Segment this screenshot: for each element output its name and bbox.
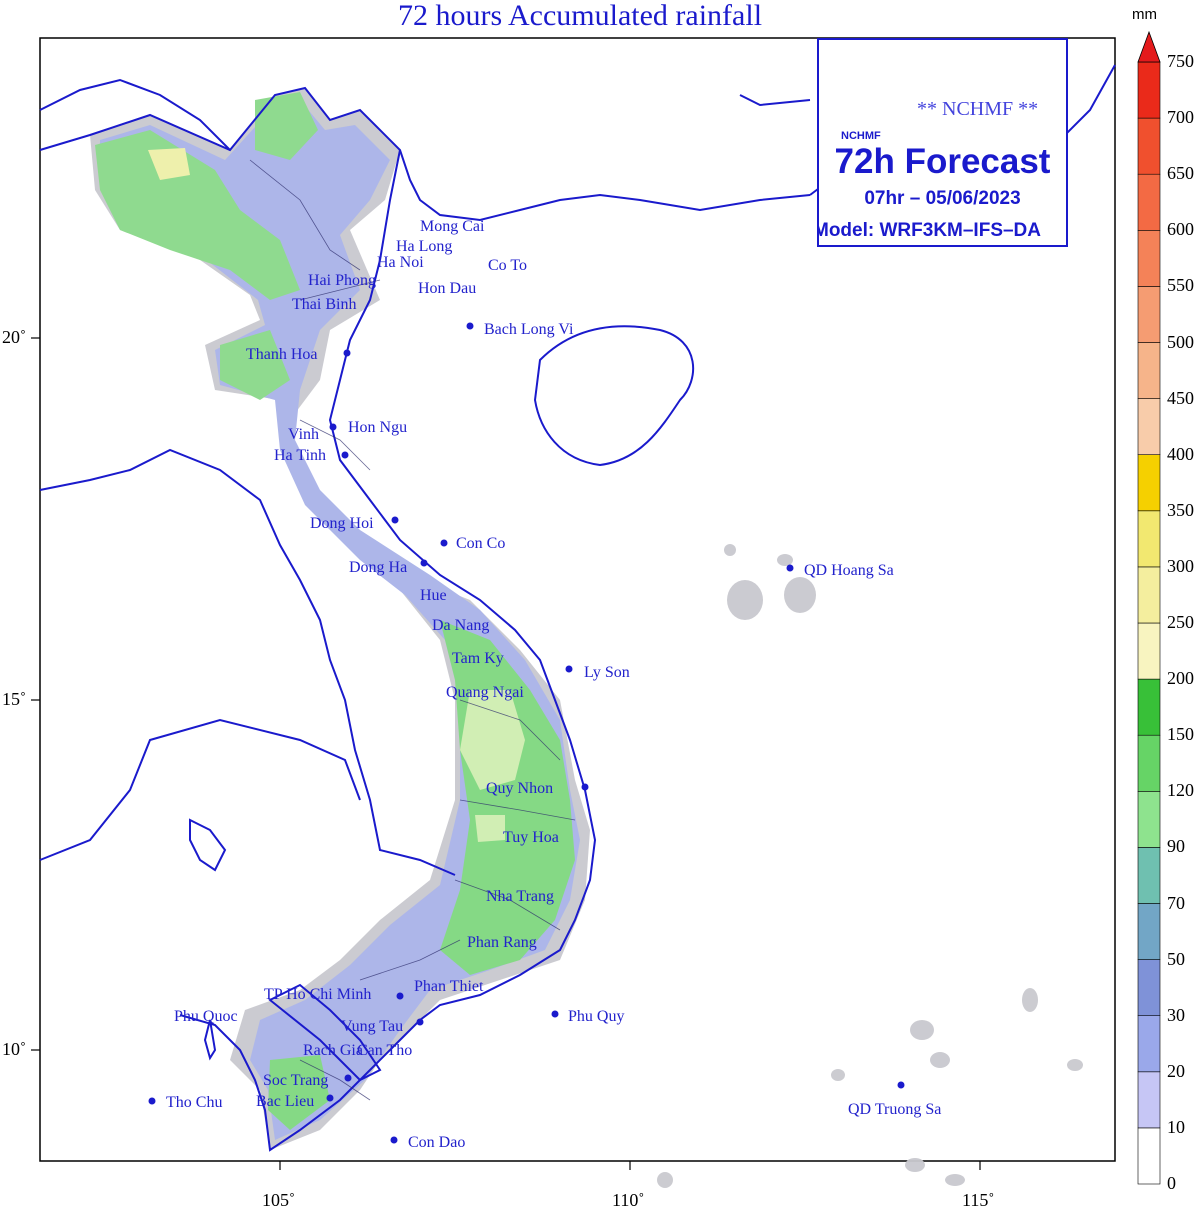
colorbar-tick-label: 550 — [1167, 275, 1194, 296]
colorbar-tick-label: 10 — [1167, 1116, 1185, 1137]
colorbar-tick-label: 600 — [1167, 219, 1194, 240]
place-label: Bach Long Vi — [484, 321, 574, 338]
axis-ticks — [31, 337, 981, 1170]
lon-label: 115˚ — [962, 1190, 995, 1210]
colorbar-tick-label: 20 — [1167, 1060, 1185, 1081]
logo-text: NCHMF — [841, 130, 881, 142]
place-label: Con Dao — [408, 1134, 466, 1151]
place-label: Soc Trang — [263, 1072, 329, 1089]
forecast-title: 72h Forecast — [834, 142, 1051, 181]
agency-label: ** NCHMF ** — [917, 98, 1039, 120]
place-label: Bac Lieu — [256, 1093, 315, 1110]
province-borders — [249, 159, 576, 1101]
colorbar-swatch — [1137, 342, 1161, 399]
colorbar-swatch — [1137, 566, 1161, 624]
rainfall-shading — [90, 88, 1083, 1188]
place-label: Tuy Hoa — [503, 829, 559, 846]
colorbar-tick-label: 120 — [1167, 780, 1194, 801]
colorbar-swatch — [1137, 1071, 1161, 1129]
place-label: Hue — [420, 587, 447, 604]
place-label: Phu Quy — [568, 1008, 625, 1025]
place-label: Ha Long — [396, 238, 453, 255]
map-title: 72 hours Accumulated rainfall — [397, 0, 763, 32]
place-label: Thai Binh — [292, 296, 357, 313]
colorbar-swatch — [1137, 622, 1161, 680]
place-label: Phu Quoc — [174, 1008, 238, 1025]
place-label: Thanh Hoa — [246, 346, 318, 363]
colorbar-swatch — [1137, 678, 1161, 736]
colorbar-swatch — [1137, 734, 1161, 792]
forecast-info-box: ** NCHMF ** NCHMF 72h Forecast 07hr – 05… — [817, 38, 1068, 247]
place-label: Ly Son — [584, 664, 630, 681]
place-label: Ha Noi — [377, 254, 424, 271]
lat-label: 20˚ — [2, 327, 26, 347]
colorbar-tick-label: 0 — [1167, 1173, 1176, 1193]
colorbar-tick-label: 300 — [1167, 555, 1194, 576]
place-label: Tho Chu — [166, 1094, 223, 1111]
place-label: Vung Tau — [341, 1018, 404, 1035]
place-label: Con Co — [456, 535, 506, 552]
colorbar-swatch — [1137, 903, 1161, 960]
place-label: Mong Cai — [420, 218, 485, 235]
colorbar-swatch — [1137, 230, 1161, 287]
place-label: Dong Hoi — [310, 515, 374, 532]
colorbar — [1137, 30, 1161, 1185]
place-label: Hon Ngu — [348, 419, 408, 436]
lat-label: 15˚ — [2, 689, 26, 709]
colorbar-swatch — [1137, 61, 1161, 119]
place-label: Ha Tinh — [274, 447, 327, 464]
place-label: Co To — [488, 257, 528, 274]
colorbar-tick-label: 350 — [1167, 499, 1194, 520]
lon-label: 105˚ — [262, 1190, 295, 1210]
colorbar-swatch — [1137, 173, 1161, 231]
colorbar-swatch — [1137, 790, 1161, 848]
colorbar-tick-label: 30 — [1167, 1004, 1185, 1025]
colorbar-tick-label: 90 — [1167, 836, 1185, 857]
colorbar-tick-label: 400 — [1167, 443, 1194, 464]
colorbar-tick-label: 650 — [1167, 163, 1194, 184]
forecast-date: 07hr – 05/06/2023 — [864, 188, 1021, 209]
coastlines — [39, 64, 1116, 1152]
place-label: QD Truong Sa — [848, 1101, 942, 1118]
lon-label: 110˚ — [612, 1190, 645, 1210]
place-label: Nha Trang — [486, 888, 555, 905]
colorbar-swatch — [1137, 847, 1161, 904]
colorbar-swatch — [1137, 454, 1161, 512]
colorbar-swatch — [1137, 959, 1161, 1016]
colorbar-tick-label: 70 — [1167, 892, 1185, 913]
forecast-model: Model: WRF3KM–IFS–DA — [817, 220, 1041, 241]
place-label: Can Tho — [357, 1042, 413, 1059]
colorbar-swatch — [1137, 286, 1161, 343]
colorbar-tick-label: 200 — [1167, 668, 1194, 689]
place-label: Vinh — [288, 426, 320, 443]
colorbar-tick-label: 450 — [1167, 387, 1194, 408]
colorbar-tick-label: 150 — [1167, 724, 1194, 745]
place-label: Quang Ngai — [446, 684, 524, 701]
colorbar-tick-label: 250 — [1167, 612, 1194, 632]
colorbar-overflow-arrow-icon — [1137, 30, 1161, 63]
place-label: QD Hoang Sa — [804, 562, 894, 579]
colorbar-tick-label: 700 — [1167, 107, 1194, 128]
place-label: Hon Dau — [418, 280, 477, 297]
place-label: Dong Ha — [349, 559, 408, 576]
colorbar-tick-label: 500 — [1167, 331, 1194, 352]
place-label: TP Ho Chi Minh — [264, 986, 372, 1003]
colorbar-tick-label: 50 — [1167, 948, 1185, 969]
colorbar-swatch — [1137, 510, 1161, 568]
colorbar-swatch — [1137, 398, 1161, 456]
place-label: Tam Ky — [452, 650, 504, 667]
colorbar-tick-label: 750 — [1167, 51, 1194, 71]
place-label: Phan Rang — [467, 934, 537, 951]
colorbar-unit: mm — [1132, 6, 1157, 23]
place-label: Phan Thiet — [414, 978, 484, 995]
colorbar-swatch — [1137, 117, 1161, 175]
place-label: Da Nang — [432, 617, 490, 634]
colorbar-swatch — [1137, 1127, 1161, 1185]
place-label: Rach Gia — [303, 1042, 363, 1059]
colorbar-swatch — [1137, 1015, 1161, 1073]
lat-label: 10˚ — [2, 1039, 26, 1059]
place-label: Hai Phong — [308, 272, 376, 289]
city-markers — [148, 322, 905, 1144]
place-label: Quy Nhon — [486, 780, 554, 797]
